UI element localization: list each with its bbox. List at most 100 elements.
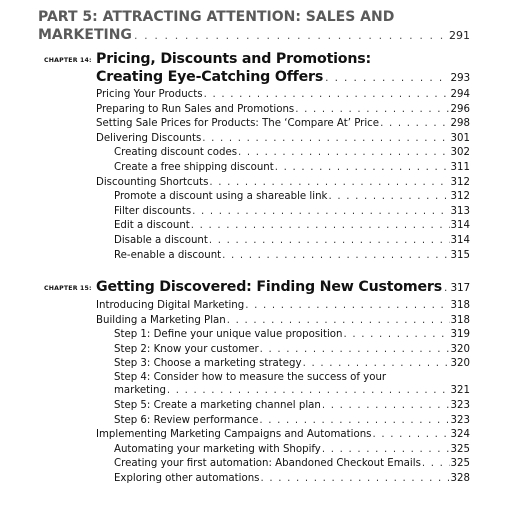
toc-entry-title: Disable a discount [114, 234, 208, 246]
leader-dots [444, 279, 449, 297]
toc-entry-title: Automating your marketing with Shopify [114, 443, 321, 455]
leader-dots [260, 343, 450, 358]
chapter-title-line1: Getting Discovered: Finding New Customer… [96, 279, 442, 295]
toc-page-number: 318 [450, 314, 470, 326]
leader-dots [222, 249, 449, 264]
toc-entry-title: Discounting Shortcuts [96, 176, 209, 188]
leader-dots [202, 132, 449, 147]
toc-page-number: 321 [450, 385, 470, 397]
toc-page-number: 314 [450, 234, 470, 246]
toc-entry[interactable]: Building a Marketing Plan 318 [96, 314, 470, 329]
part-title-line1: PART 5: ATTRACTING ATTENTION: SALES AND [38, 9, 395, 25]
chapter-title-line2: Creating Eye-Catching Offers [96, 69, 324, 85]
toc-page-number: 320 [450, 343, 470, 355]
toc-entry-title: Step 4: Consider how to measure the succ… [114, 371, 387, 383]
toc-page-number: 325 [450, 458, 470, 470]
leader-dots [260, 472, 449, 487]
toc-entry[interactable]: Setting Sale Prices for Products: The ‘C… [96, 117, 470, 132]
leader-dots [192, 205, 449, 220]
toc-entry-title: Preparing to Run Sales and Promotions [96, 103, 295, 115]
toc-entry[interactable]: Edit a discount 314 [96, 219, 470, 234]
toc-entry-title: Delivering Discounts [96, 132, 202, 144]
leader-dots [209, 234, 450, 249]
toc-page-number: 312 [450, 176, 470, 188]
toc-entry[interactable]: Step 3: Choose a marketing strategy 320 [96, 357, 470, 372]
toc-page-number: 318 [450, 300, 470, 311]
toc-entry-title: Create a free shipping discount [114, 161, 274, 173]
toc-entry-title: Implementing Marketing Campaigns and Aut… [96, 429, 372, 441]
toc-entry-title: Step 1: Define your unique value proposi… [114, 329, 343, 341]
toc-entry-title: Setting Sale Prices for Products: The ‘C… [96, 118, 380, 130]
toc-entry[interactable]: Step 1: Define your unique value proposi… [96, 328, 470, 343]
toc-page-number: 323 [450, 414, 470, 426]
toc-entry[interactable]: Re-enable a discount 315 [96, 249, 470, 264]
toc-entry-title: Step 3: Choose a marketing strategy [114, 358, 302, 370]
toc-entry[interactable]: Creating your first automation: Abandone… [96, 457, 470, 472]
toc-entry-title: Step 6: Review performance [114, 414, 259, 426]
toc-page-number: 314 [450, 220, 470, 232]
toc-entry[interactable]: Delivering Discounts 301 [96, 132, 470, 147]
chapter-14-entries: Pricing Your Products 294 Preparing to Run… [96, 88, 470, 263]
toc-entry[interactable]: marketing 321 [96, 384, 470, 399]
toc-entry[interactable]: Creating discount codes 302 [96, 146, 470, 161]
toc-entry[interactable]: Pricing Your Products 294 [96, 88, 470, 103]
part-title-line2: MARKETING [38, 27, 132, 43]
leader-dots [295, 103, 449, 118]
toc-page-number: 328 [450, 472, 470, 484]
toc-page-number: 311 [450, 161, 470, 173]
leader-dots [238, 146, 450, 161]
toc-entry[interactable]: Preparing to Run Sales and Promotions 296 [96, 103, 470, 118]
leader-dots [343, 328, 449, 343]
toc-entry-title: Step 5: Create a marketing channel plan [114, 399, 321, 411]
toc-entry-title: Re-enable a discount [114, 249, 222, 261]
toc-page-number: 301 [450, 132, 470, 144]
leader-dots [325, 69, 448, 87]
toc-page-number: 312 [450, 191, 470, 203]
toc-entry[interactable]: Introducing Digital Marketing 318 [96, 299, 470, 314]
chapter-label: CHAPTER 14: [44, 57, 92, 64]
toc-entry-title: Introducing Digital Marketing [96, 300, 245, 311]
toc-entry[interactable]: Step 5: Create a marketing channel plan 3… [96, 399, 470, 414]
toc-entry[interactable]: Disable a discount 314 [96, 234, 470, 249]
toc-page-number: 294 [450, 89, 470, 100]
leader-dots [245, 299, 449, 314]
toc-page-number: 320 [450, 358, 470, 370]
toc-entry-title: Building a Marketing Plan [96, 314, 226, 326]
toc-entry[interactable]: Create a free shipping discount 311 [96, 161, 470, 176]
toc-page-number: 323 [450, 399, 470, 411]
toc-page-number: 315 [450, 249, 470, 261]
chapter-14: CHAPTER 14: Pricing, Discounts and Promo… [44, 50, 470, 270]
toc-entry[interactable]: Step 6: Review performance 323 [96, 414, 470, 429]
toc-entry[interactable]: Automating your marketing with Shopify 32… [96, 443, 470, 458]
chapter-page-number: 317 [450, 282, 471, 294]
leader-dots [380, 117, 449, 132]
leader-dots [167, 384, 450, 399]
part-page-number: 291 [449, 29, 470, 42]
toc-entry[interactable]: Step 2: Know your customer 320 [96, 343, 470, 358]
toc-entry-title: Edit a discount [114, 220, 190, 232]
toc-entry-title: Creating your first automation: Abandone… [114, 458, 421, 470]
toc-page-number: 298 [450, 118, 470, 130]
leader-dots [372, 428, 449, 443]
leader-dots [134, 27, 447, 45]
chapter-title[interactable]: Getting Discovered: Finding New Customer… [96, 278, 470, 297]
toc-entry[interactable]: Implementing Marketing Campaigns and Aut… [96, 428, 470, 443]
leader-dots [422, 457, 450, 472]
leader-dots [322, 443, 450, 458]
toc-entry-title: Filter discounts [114, 205, 192, 217]
leader-dots [204, 88, 450, 103]
leader-dots [209, 176, 449, 191]
toc-entry[interactable]: Discounting Shortcuts 312 [96, 176, 470, 191]
toc-entry[interactable]: Exploring other automations 328 [96, 472, 470, 487]
chapter-title[interactable]: Pricing, Discounts and Promotions: Creat… [96, 50, 470, 87]
toc-entry-title: Creating discount codes [114, 147, 238, 159]
chapter-page-number: 293 [450, 72, 471, 84]
toc-entry[interactable]: Promote a discount using a shareable lin… [96, 190, 470, 205]
toc-page-number: 319 [450, 329, 470, 341]
chapter-15: CHAPTER 15: Getting Discovered: Finding … [44, 278, 470, 498]
toc-entry[interactable]: Filter discounts 313 [96, 205, 470, 220]
leader-dots [191, 219, 450, 234]
toc-page-number: 302 [450, 147, 470, 159]
chapter-label: CHAPTER 15: [44, 285, 92, 292]
toc-page-number: 296 [450, 103, 470, 115]
